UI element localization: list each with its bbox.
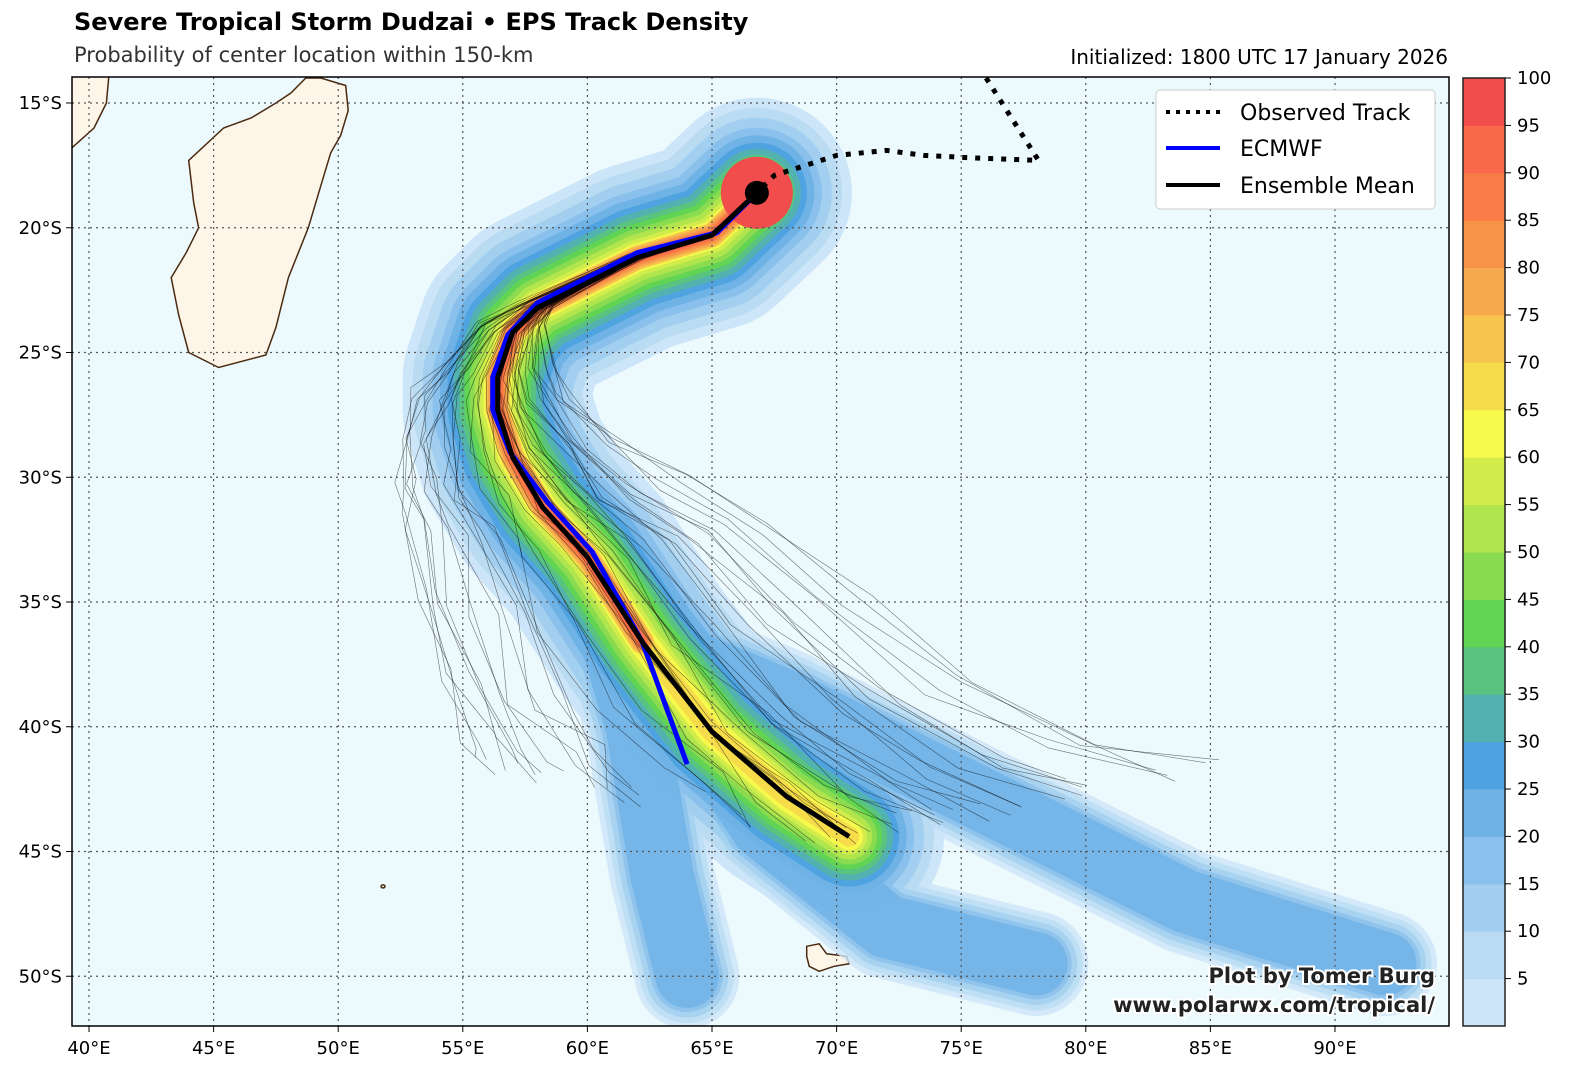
colorbar-segment [1463,646,1505,695]
africa-land [72,77,110,149]
colorbar-segment [1463,978,1505,1027]
chart-subtitle: Probability of center location within 15… [74,43,534,67]
colorbar-segment [1463,125,1505,174]
colorbar-segment [1463,789,1505,837]
lat-tick-label: 25°S [19,343,62,364]
colorbar-label: 5 [1517,969,1528,990]
lat-tick-label: 45°S [19,842,62,863]
credit-url: www.polarwx.com/tropical/ [1113,993,1435,1017]
lon-tick-label: 80°E [1064,1038,1107,1059]
colorbar-segment [1463,931,1505,980]
initial-position-marker [744,180,769,205]
colorbar-label: 90 [1517,163,1540,184]
colorbar-segment [1463,362,1505,411]
colorbar-segment [1463,836,1505,885]
colorbar-label: 80 [1517,258,1540,279]
lat-tick-label: 30°S [19,467,62,488]
colorbar-segment [1463,220,1505,269]
colorbar-label: 40 [1517,637,1540,658]
colorbar-label: 100 [1517,68,1551,89]
colorbar-label: 65 [1517,400,1540,421]
legend-box: Observed Track ECMWF Ensemble Mean [1155,89,1436,210]
colorbar-label: 25 [1517,779,1540,800]
legend-ecmwf: ECMWF [1240,137,1323,162]
kerguelen-land [805,942,851,973]
lat-tick-label: 15°S [19,93,62,114]
axis-ticks: 40°E 45°E 50°E 55°E 60°E 65°E 70°E 75°E 80°E 85°E… [19,93,1357,1059]
density-band-25 [610,610,1417,996]
ensemble-mean-track [495,190,851,839]
colorbar-segment [1463,599,1505,648]
colorbar-label: 30 [1517,732,1540,753]
colorbar-segment [1463,267,1505,316]
lon-tick-label: 40°E [67,1038,110,1059]
observed-track [755,77,1044,195]
colorbar-label: 85 [1517,210,1540,231]
init-time: Initialized: 1800 UTC 17 January 2026 [1070,45,1448,69]
ensemble-member-track [401,192,758,775]
colorbar-label: 10 [1517,921,1540,942]
lon-tick-label: 65°E [690,1038,733,1059]
lon-tick-label: 70°E [815,1038,858,1059]
legend-ensemble-mean: Ensemble Mean [1240,174,1415,199]
lat-tick-label: 35°S [19,592,62,613]
madagascar-land [170,77,349,369]
colorbar-segment [1463,694,1505,743]
ensemble-member-track [537,192,1156,771]
colorbar-label: 35 [1517,684,1540,705]
colorbar-label: 15 [1517,874,1540,895]
crozet-island [380,884,386,889]
colorbar-segment [1463,504,1505,553]
colorbar-label: 75 [1517,305,1540,326]
lon-tick-label: 45°E [192,1038,235,1059]
chart-title: Severe Tropical Storm Dudzai • EPS Track… [74,8,749,36]
lat-tick-label: 20°S [19,218,62,239]
colorbar-segment [1463,883,1505,932]
colorbar-segment [1463,741,1505,790]
lon-tick-label: 60°E [566,1038,609,1059]
lon-tick-label: 55°E [441,1038,484,1059]
colorbar-label: 55 [1517,495,1540,516]
colorbar-label: 50 [1517,542,1540,563]
colorbar-label: 60 [1517,447,1540,468]
colorbar-label: 70 [1517,352,1540,373]
tracks-layer [490,77,1044,839]
colorbar-segment [1463,315,1505,363]
colorbar: 5 10 15 20 25 30 35 40 45 50 55 60 65 70 75 80 85 90 95 100 [1462,68,1551,1027]
colorbar-segment [1463,172,1505,221]
map-frame [71,76,1450,1027]
lon-tick-label: 85°E [1189,1038,1232,1059]
colorbar-segment [1463,78,1505,126]
lon-tick-label: 75°E [940,1038,983,1059]
colorbar-label: 20 [1517,826,1540,847]
colorbar-segment [1463,552,1505,600]
lon-tick-label: 50°E [317,1038,360,1059]
colorbar-label: 95 [1517,115,1540,136]
ensemble-member-track [543,192,1220,761]
lat-tick-label: 40°S [19,717,62,738]
colorbar-segment [1463,457,1505,506]
gridlines [72,77,1449,1026]
lon-tick-label: 90°E [1313,1038,1356,1059]
credit-author: Plot by Tomer Burg [1209,964,1436,988]
lat-tick-label: 50°S [19,966,62,987]
colorbar-segment [1463,409,1505,458]
ecmwf-track [490,191,759,766]
ensemble-member-track [531,192,1087,786]
legend-observed: Observed Track [1240,101,1411,126]
colorbar-label: 45 [1517,589,1540,610]
